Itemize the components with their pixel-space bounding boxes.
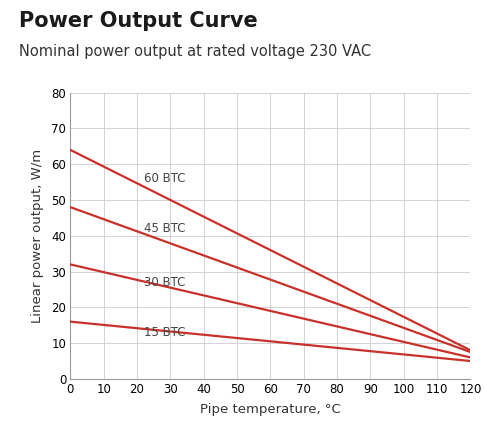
X-axis label: Pipe temperature, °C: Pipe temperature, °C <box>199 403 340 416</box>
Text: 15 BTC: 15 BTC <box>143 326 185 339</box>
Text: Nominal power output at rated voltage 230 VAC: Nominal power output at rated voltage 23… <box>19 44 371 59</box>
Y-axis label: Linear power output, W/m: Linear power output, W/m <box>31 149 44 323</box>
Text: 30 BTC: 30 BTC <box>143 276 185 289</box>
Text: 45 BTC: 45 BTC <box>143 222 185 235</box>
Text: 60 BTC: 60 BTC <box>143 172 185 185</box>
Text: Power Output Curve: Power Output Curve <box>19 11 257 31</box>
